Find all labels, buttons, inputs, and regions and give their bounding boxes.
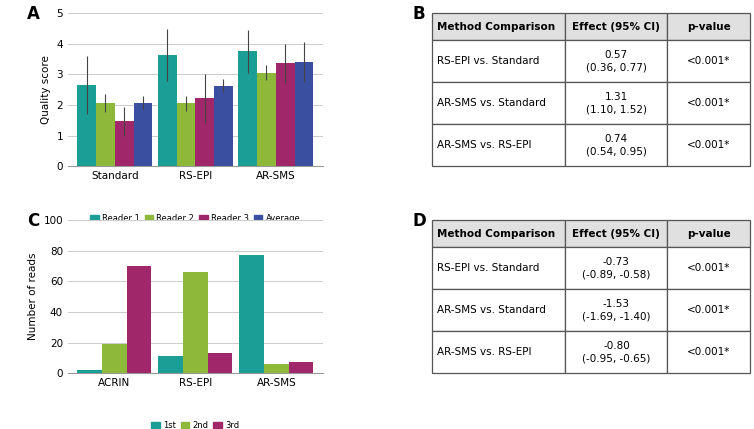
Bar: [127, 266, 151, 373]
Bar: [295, 62, 313, 166]
Bar: [115, 121, 133, 166]
FancyBboxPatch shape: [566, 40, 667, 82]
Text: 0.57
(0.36, 0.77): 0.57 (0.36, 0.77): [586, 50, 647, 73]
Bar: [257, 73, 276, 166]
FancyBboxPatch shape: [667, 13, 750, 40]
Text: AR-SMS vs. Standard: AR-SMS vs. Standard: [437, 305, 546, 315]
Bar: [238, 51, 257, 166]
FancyBboxPatch shape: [431, 220, 566, 248]
Text: Method Comparison: Method Comparison: [437, 22, 556, 32]
FancyBboxPatch shape: [566, 82, 667, 124]
Bar: [207, 353, 232, 373]
FancyBboxPatch shape: [667, 248, 750, 290]
Bar: [240, 255, 264, 373]
Text: p-value: p-value: [687, 229, 731, 239]
Bar: [176, 103, 195, 166]
Text: 1.31
(1.10, 1.52): 1.31 (1.10, 1.52): [586, 92, 647, 115]
FancyBboxPatch shape: [566, 13, 667, 40]
FancyBboxPatch shape: [667, 124, 750, 166]
Text: AR-SMS vs. RS-EPI: AR-SMS vs. RS-EPI: [437, 140, 532, 150]
Text: <0.001*: <0.001*: [687, 57, 731, 66]
Text: C: C: [27, 212, 39, 230]
Text: D: D: [412, 212, 426, 230]
Text: -0.73
(-0.89, -0.58): -0.73 (-0.89, -0.58): [582, 257, 651, 280]
Text: <0.001*: <0.001*: [687, 347, 731, 357]
Bar: [158, 356, 183, 373]
Bar: [78, 85, 96, 166]
Bar: [102, 344, 127, 373]
Bar: [214, 85, 233, 166]
FancyBboxPatch shape: [431, 13, 566, 40]
Text: Effect (95% CI): Effect (95% CI): [572, 229, 661, 239]
Y-axis label: Quality score: Quality score: [41, 55, 51, 124]
FancyBboxPatch shape: [566, 331, 667, 373]
Text: Effect (95% CI): Effect (95% CI): [572, 22, 661, 32]
FancyBboxPatch shape: [667, 82, 750, 124]
Bar: [133, 103, 152, 166]
FancyBboxPatch shape: [431, 40, 566, 82]
Bar: [276, 63, 295, 166]
FancyBboxPatch shape: [566, 290, 667, 331]
Bar: [195, 98, 214, 166]
Text: Method Comparison: Method Comparison: [437, 229, 556, 239]
Text: AR-SMS vs. Standard: AR-SMS vs. Standard: [437, 98, 546, 109]
Legend: Reader 1, Reader 2, Reader 3, Average: Reader 1, Reader 2, Reader 3, Average: [87, 211, 304, 227]
FancyBboxPatch shape: [431, 248, 566, 290]
Y-axis label: Number of reads: Number of reads: [28, 253, 38, 340]
Bar: [289, 363, 313, 373]
Text: <0.001*: <0.001*: [687, 263, 731, 273]
Bar: [158, 55, 176, 166]
FancyBboxPatch shape: [431, 290, 566, 331]
Bar: [96, 103, 115, 166]
FancyBboxPatch shape: [431, 82, 566, 124]
Text: p-value: p-value: [687, 22, 731, 32]
FancyBboxPatch shape: [667, 290, 750, 331]
Text: B: B: [412, 5, 425, 23]
FancyBboxPatch shape: [667, 331, 750, 373]
FancyBboxPatch shape: [667, 40, 750, 82]
Bar: [264, 364, 289, 373]
FancyBboxPatch shape: [431, 331, 566, 373]
Text: -1.53
(-1.69, -1.40): -1.53 (-1.69, -1.40): [582, 299, 651, 322]
Bar: [78, 370, 102, 373]
Text: <0.001*: <0.001*: [687, 305, 731, 315]
Text: -0.80
(-0.95, -0.65): -0.80 (-0.95, -0.65): [582, 341, 651, 363]
FancyBboxPatch shape: [667, 220, 750, 248]
Bar: [183, 272, 207, 373]
Text: RS-EPI vs. Standard: RS-EPI vs. Standard: [437, 57, 540, 66]
Text: RS-EPI vs. Standard: RS-EPI vs. Standard: [437, 263, 540, 273]
Legend: 1st, 2nd, 3rd: 1st, 2nd, 3rd: [148, 418, 243, 429]
Text: <0.001*: <0.001*: [687, 140, 731, 150]
Text: AR-SMS vs. RS-EPI: AR-SMS vs. RS-EPI: [437, 347, 532, 357]
Text: A: A: [27, 5, 40, 23]
FancyBboxPatch shape: [566, 248, 667, 290]
Text: <0.001*: <0.001*: [687, 98, 731, 109]
FancyBboxPatch shape: [566, 220, 667, 248]
FancyBboxPatch shape: [566, 124, 667, 166]
Text: 0.74
(0.54, 0.95): 0.74 (0.54, 0.95): [586, 134, 647, 157]
FancyBboxPatch shape: [431, 124, 566, 166]
